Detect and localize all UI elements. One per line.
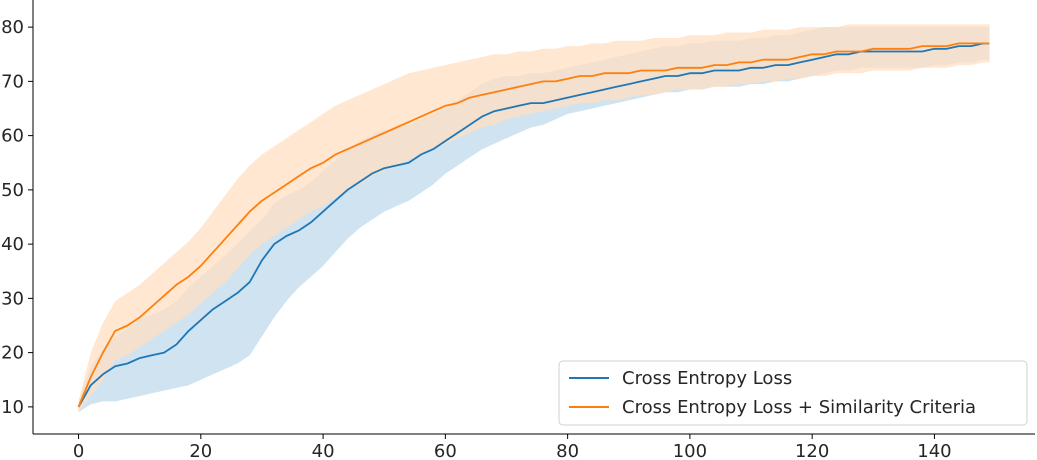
legend-box bbox=[558, 360, 1028, 426]
line-series-1 bbox=[77, 42, 990, 408]
series-lines bbox=[77, 42, 990, 408]
y-tick-label-50: 50 bbox=[1, 180, 24, 201]
x-tick-label-40: 40 bbox=[312, 441, 335, 460]
x-tick-label-20: 20 bbox=[189, 441, 212, 460]
y-tick-label-10: 10 bbox=[1, 397, 24, 418]
x-tick-label-100: 100 bbox=[673, 441, 707, 460]
legend: Cross Entropy Loss Cross Entropy Loss + S… bbox=[558, 360, 1028, 426]
y-tick-label-20: 20 bbox=[1, 343, 24, 364]
legend-label-2: Cross Entropy Loss + Similarity Criteria bbox=[622, 397, 976, 418]
x-tick-label-60: 60 bbox=[434, 441, 457, 460]
y-tick-label-80: 80 bbox=[1, 17, 24, 38]
line-series-2 bbox=[77, 42, 990, 408]
y-tick-label-60: 60 bbox=[1, 126, 24, 147]
y-tick-label-40: 40 bbox=[1, 234, 24, 255]
x-tick-label-140: 140 bbox=[917, 441, 951, 460]
x-tick-label-120: 120 bbox=[795, 441, 829, 460]
y-tick-label-70: 70 bbox=[1, 71, 24, 92]
legend-label-1: Cross Entropy Loss bbox=[622, 368, 792, 389]
x-tick-label-80: 80 bbox=[556, 441, 579, 460]
band-series-2 bbox=[78, 24, 990, 413]
y-tick-label-30: 30 bbox=[1, 288, 24, 309]
confidence-bands bbox=[78, 24, 990, 413]
x-tick-label-0: 0 bbox=[73, 441, 84, 460]
